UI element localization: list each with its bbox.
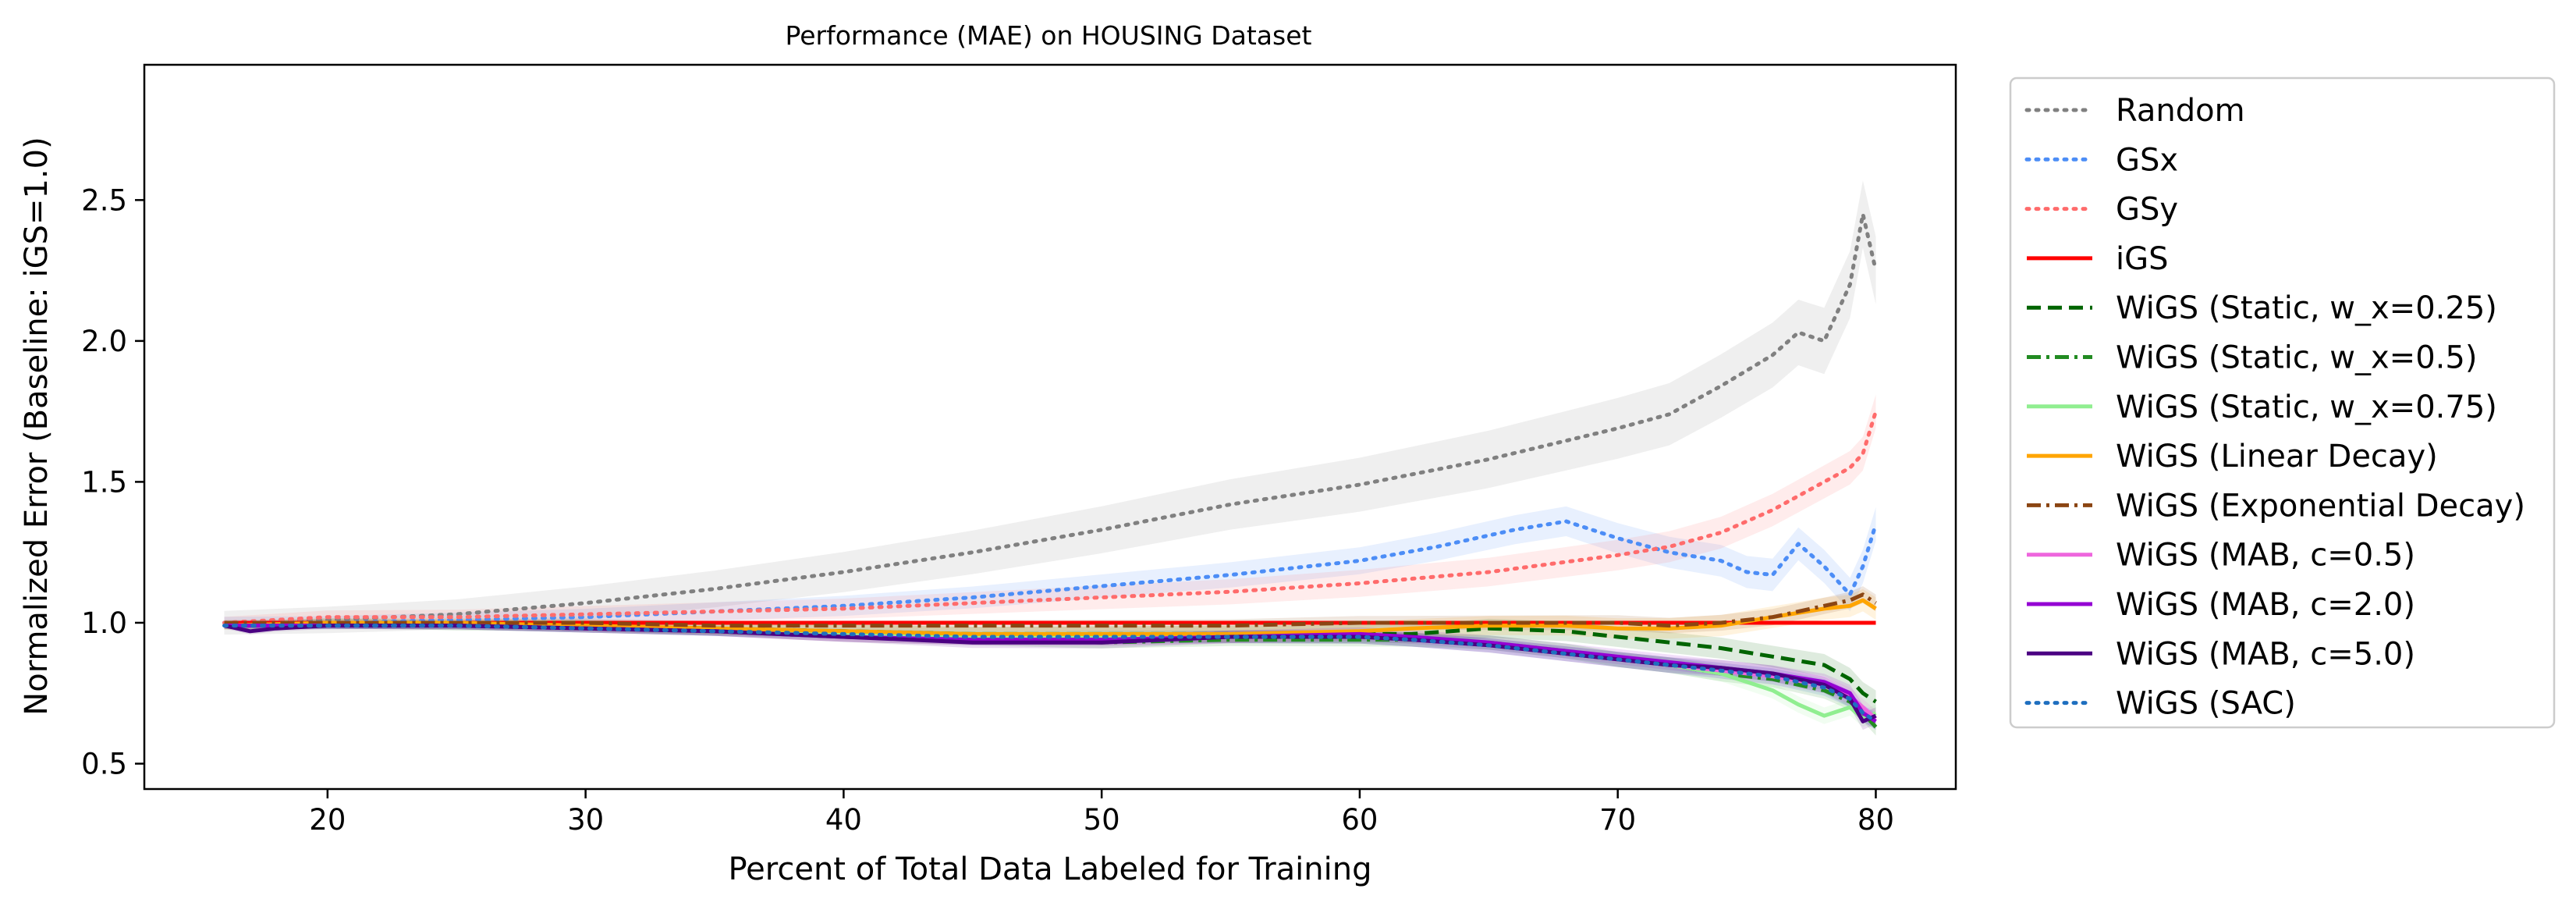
legend-entry-label: Random: [2116, 93, 2245, 129]
series-layer: [222, 212, 1878, 729]
series-line-8: [224, 592, 1877, 628]
band-series-2: [224, 394, 1876, 629]
legend-entry-label: WiGS (Exponential Decay): [2116, 488, 2525, 524]
legend-entry-label: WiGS (Static, w_x=0.5): [2116, 340, 2477, 376]
legend-entry-label: WiGS (MAB, c=5.0): [2116, 636, 2415, 672]
x-tick-label: 20: [309, 803, 346, 837]
band-series-11: [224, 621, 1876, 730]
legend: Random GSx GSy iGS WiGS (Static, w_x=0.25) Wi…: [2009, 76, 2556, 729]
x-tick-label: 50: [1084, 803, 1120, 837]
chart-title: Performance (MAE) on HOUSING Dataset: [786, 20, 1312, 51]
y-axis-label: Normalized Error (Baseline: iGS=1.0): [19, 137, 55, 715]
legend-entry-label: WiGS (SAC): [2116, 686, 2296, 722]
x-tick-label: 60: [1341, 803, 1378, 837]
y-tick-label: 1.5: [81, 465, 127, 499]
legend-entry-label: WiGS (Static, w_x=0.75): [2116, 389, 2497, 425]
band-series-0: [224, 180, 1876, 635]
y-tick-label: 0.5: [81, 748, 127, 781]
series-line-12: [222, 624, 1878, 723]
legend-frame: [2009, 76, 2556, 729]
series-line-2: [222, 409, 1878, 625]
series-line-0: [222, 212, 1878, 625]
y-tick-label: 1.0: [81, 606, 127, 640]
x-tick-label: 40: [825, 803, 862, 837]
legend-entry-label: WiGS (Static, w_x=0.25): [2116, 290, 2497, 326]
plot-frame: [143, 63, 1957, 791]
series-line-1: [222, 519, 1878, 625]
band-series-6: [224, 621, 1876, 727]
legend-entry-label: iGS: [2116, 241, 2169, 277]
band-series-9: [224, 621, 1876, 727]
legend-entry-label: GSy: [2116, 192, 2178, 228]
legend-entry-label: WiGS (MAB, c=0.5): [2116, 538, 2415, 574]
legend-entry-label: WiGS (MAB, c=2.0): [2116, 587, 2415, 623]
y-axis: 0.5 1.0 1.5 2.0 2.5: [81, 183, 144, 781]
x-tick-label: 70: [1599, 803, 1636, 837]
y-tick-label: 2.5: [81, 183, 127, 217]
legend-entry-label: WiGS (Linear Decay): [2116, 439, 2438, 475]
band-series-12: [224, 621, 1876, 730]
x-tick-label: 30: [567, 803, 604, 837]
bands-layer: [224, 180, 1876, 736]
y-tick-label: 2.0: [81, 325, 127, 358]
band-series-5: [224, 621, 1876, 736]
band-series-1: [224, 506, 1876, 630]
legend-entry-label: GSx: [2116, 142, 2178, 178]
x-axis: 20 30 40 50 60 70 80: [309, 789, 1894, 837]
x-tick-label: 80: [1857, 803, 1894, 837]
x-axis-label: Percent of Total Data Labeled for Traini…: [728, 851, 1371, 887]
